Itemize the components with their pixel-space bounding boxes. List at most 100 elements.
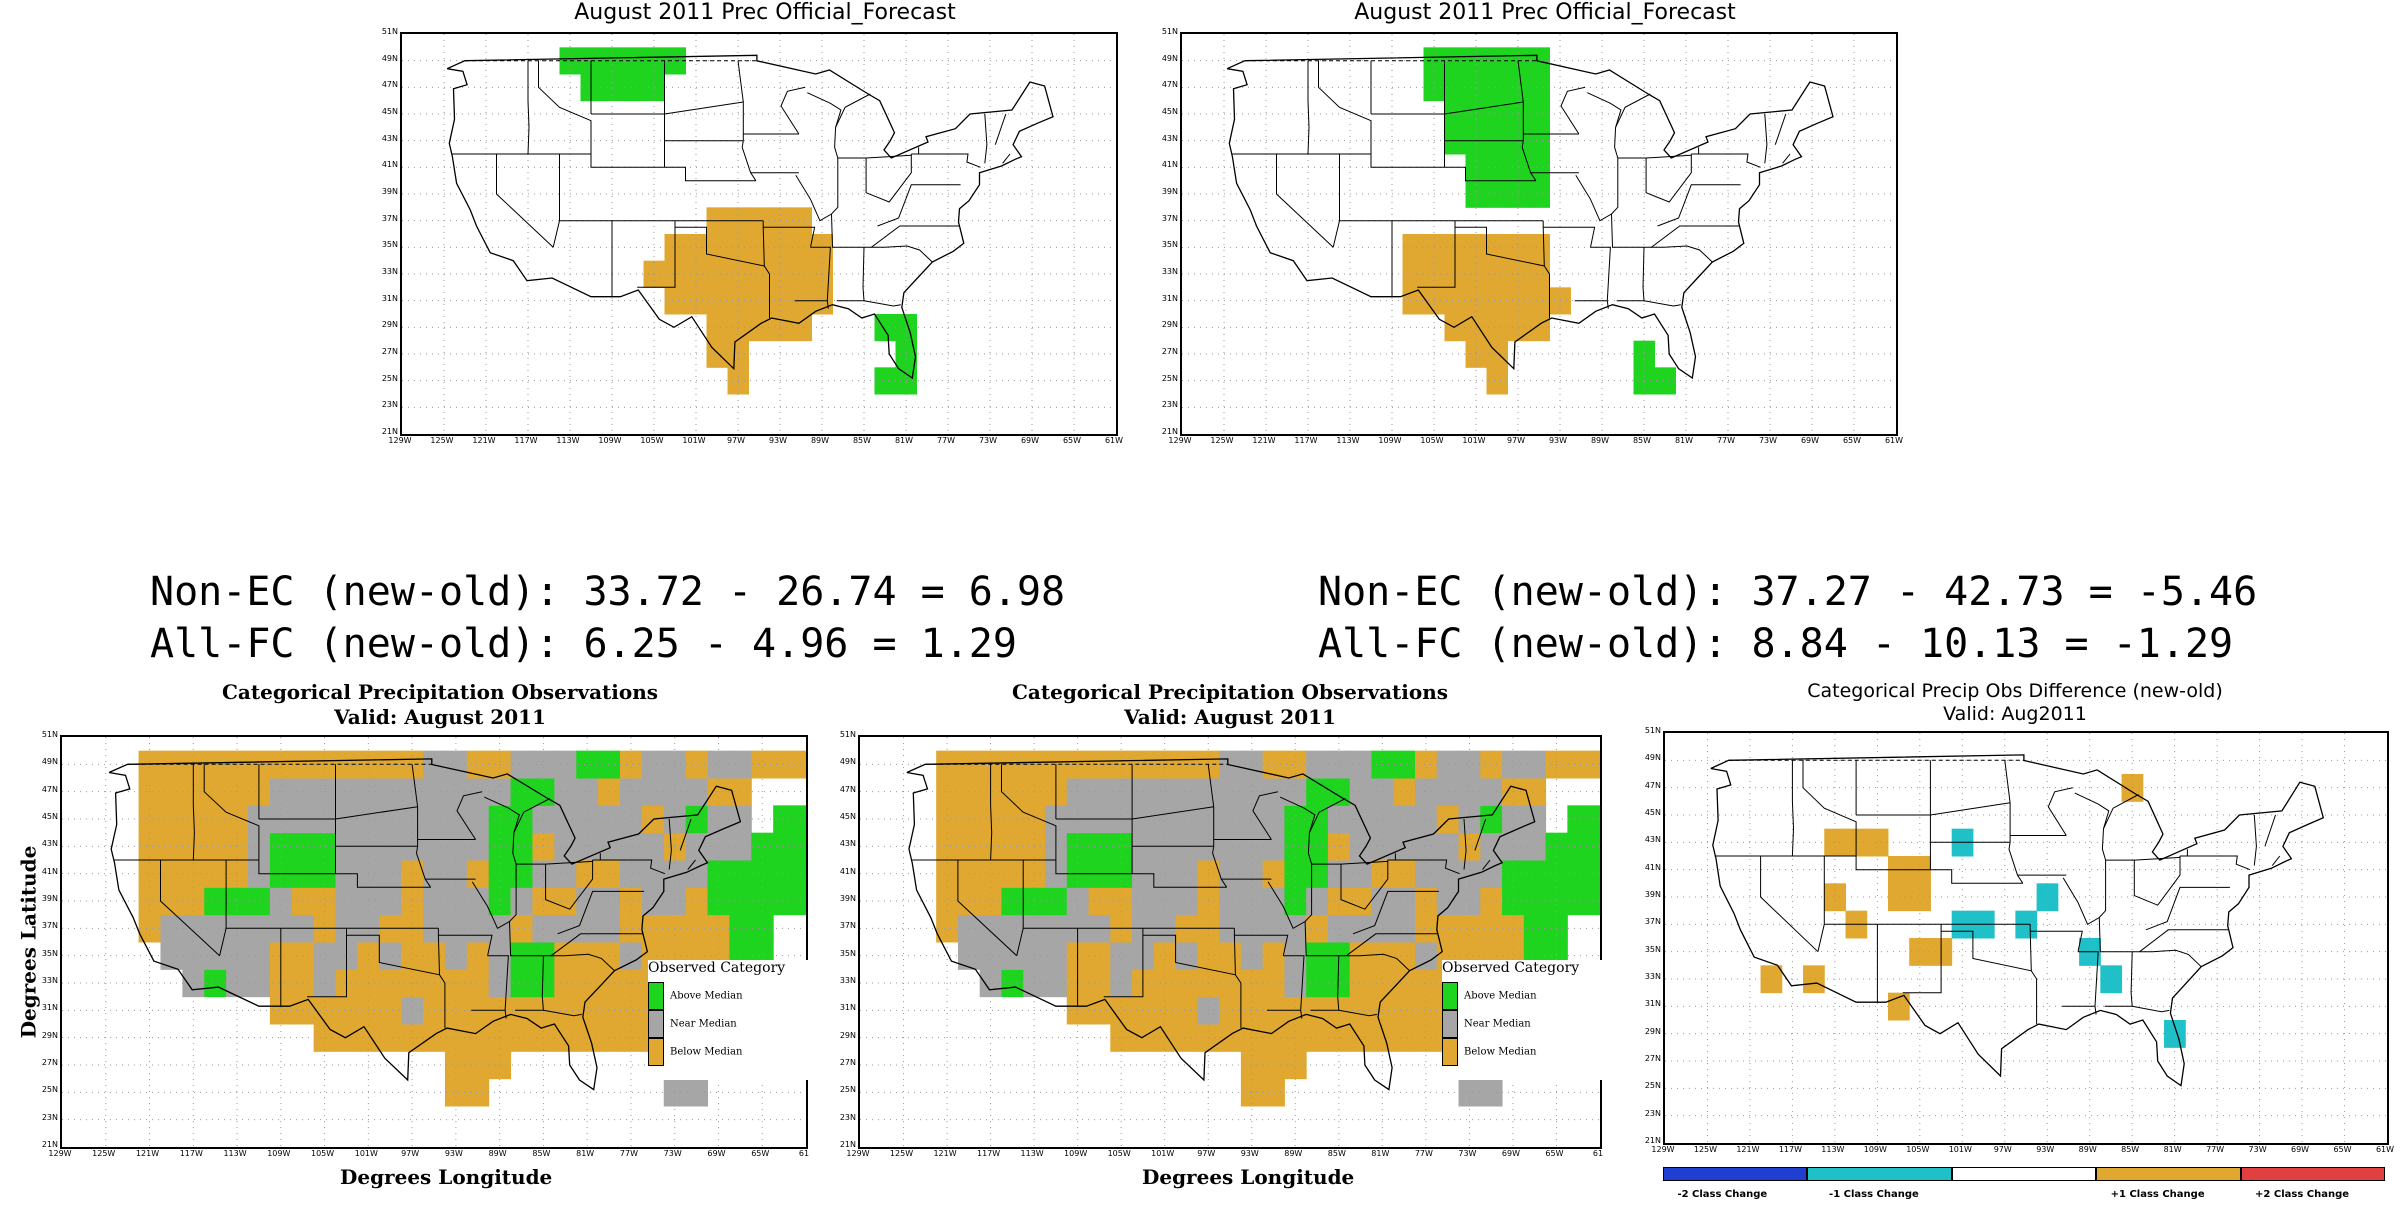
state-boundary — [1782, 153, 1791, 164]
state-boundary — [1267, 864, 1313, 930]
grid-cell-near — [379, 942, 402, 970]
lat-tick-label: 21N — [839, 1140, 856, 1149]
grid-cell-below — [1219, 1024, 1242, 1052]
grid-cell-below — [936, 832, 959, 861]
grid-cell-below — [138, 887, 161, 916]
grid-cell-above — [1523, 887, 1547, 916]
grid-cell-below — [379, 1024, 402, 1052]
lat-tick-label: 21N — [1644, 1136, 1661, 1145]
grid-cell-below — [706, 260, 728, 288]
grid-cell-near — [466, 887, 490, 916]
state-boundary — [1444, 101, 1524, 115]
lat-tick-label: 33N — [1161, 267, 1178, 276]
grid-cell-below — [1528, 234, 1550, 262]
lat-tick-label: 43N — [381, 133, 398, 143]
state-boundary — [192, 764, 195, 861]
state-boundary — [877, 184, 961, 227]
grid-cell-above — [1528, 154, 1550, 182]
grid-cell-below — [576, 860, 599, 888]
grid-cell-above — [874, 314, 896, 342]
grid-cell-above — [1284, 805, 1307, 834]
state-boundary — [1643, 300, 1681, 307]
lat-tick-label: 29N — [41, 1030, 58, 1040]
lon-tick-label: 129W — [1168, 436, 1192, 445]
grid-cell-near — [1393, 887, 1416, 916]
grid-cell-below — [1240, 996, 1264, 1025]
lon-tick-label: 69W — [707, 1149, 726, 1158]
grid-cell-near — [1393, 914, 1416, 943]
grid-cell-near — [248, 969, 271, 998]
grid-cell-below — [1486, 314, 1508, 342]
lon-tick-label: 73W — [978, 436, 998, 445]
lon-tick-label: 89W — [1590, 436, 1610, 445]
grid-cell-above — [1306, 778, 1329, 806]
grid-cell-above — [1523, 914, 1547, 943]
grid-cell-near — [488, 914, 512, 943]
lon-tick-label: 97W — [1993, 1145, 2012, 1154]
grid-cell-below — [748, 234, 770, 262]
colorbar-label: +1 Class Change — [2110, 1189, 2205, 1200]
grid-cell-near — [444, 750, 468, 779]
grid-cell-below — [620, 996, 643, 1025]
grid-cell-near — [1240, 942, 1264, 970]
grid-cell-above — [874, 367, 896, 395]
grid-cell-below — [182, 860, 205, 888]
lon-tick-label: 113W — [1336, 436, 1360, 445]
grid-cell-below — [773, 750, 796, 779]
grid-cell-near — [598, 914, 621, 943]
grid-cell-near — [1219, 887, 1242, 916]
grid-cell-above — [685, 805, 709, 834]
grid-cell-plus1 — [1760, 965, 1783, 994]
grid-cell-below — [1306, 1024, 1329, 1052]
grid-cell-above — [598, 750, 621, 779]
grid-cell-below — [510, 914, 533, 943]
state-boundary — [1103, 928, 1144, 998]
state-boundary — [1698, 153, 1761, 168]
grid-cell-below — [160, 778, 183, 806]
state-boundary — [1651, 245, 1713, 263]
grid-cell-above — [1567, 805, 1590, 834]
legend-label: Above Median — [1464, 990, 1537, 1002]
grid-cell-below — [1402, 260, 1424, 288]
grid-cell-above — [1306, 832, 1329, 861]
grid-cell-above — [773, 887, 796, 916]
grid-cell-below — [620, 914, 643, 943]
grid-cell-near — [1175, 778, 1198, 806]
grid-cell-below — [1240, 1051, 1264, 1080]
lat-tick-label: 35N — [1161, 240, 1178, 250]
grid-cell-above — [269, 832, 293, 861]
lon-tick-label: 129W — [846, 1149, 870, 1158]
lon-tick-label: 101W — [354, 1149, 378, 1158]
grid-cell-below — [466, 942, 490, 970]
state-boundary — [1016, 927, 1235, 956]
lon-tick-label: 85W — [1632, 436, 1652, 445]
grid-cell-below — [1088, 969, 1111, 998]
lat-tick-label: 21N — [1161, 427, 1178, 436]
lat-tick-label: 29N — [1644, 1026, 1661, 1036]
grid-cell-near — [1458, 887, 1481, 916]
grid-cell-below — [1480, 750, 1503, 779]
grid-cell-above — [1528, 127, 1550, 155]
grid-cell-above — [248, 887, 271, 916]
grid-cell-below — [598, 778, 621, 806]
grid-cell-above — [622, 74, 644, 102]
lat-tick-label: 39N — [41, 894, 58, 903]
lon-tick-label: 109W — [267, 1149, 291, 1158]
grid-cell-below — [138, 805, 161, 834]
state-boundary — [675, 226, 770, 318]
lon-tick-label: 125W — [889, 1149, 914, 1158]
grid-cell-above — [488, 887, 512, 916]
lon-tick-label: 85W — [1327, 1149, 1346, 1158]
lat-tick-label: 45N — [41, 812, 58, 821]
grid-cell-near — [444, 942, 468, 970]
grid-cell-below — [1393, 778, 1416, 806]
lat-tick-label: 27N — [41, 1058, 58, 1067]
grid-cell-near — [707, 832, 730, 861]
state-boundary — [2029, 924, 2032, 971]
grid-cell-above — [1567, 832, 1590, 861]
lon-tick-label: 81W — [576, 1149, 595, 1158]
map-canvas — [860, 737, 1600, 1147]
lon-tick-label: 77W — [2206, 1145, 2225, 1154]
legend-swatch — [648, 982, 664, 1010]
grid-cell-above — [707, 860, 730, 888]
